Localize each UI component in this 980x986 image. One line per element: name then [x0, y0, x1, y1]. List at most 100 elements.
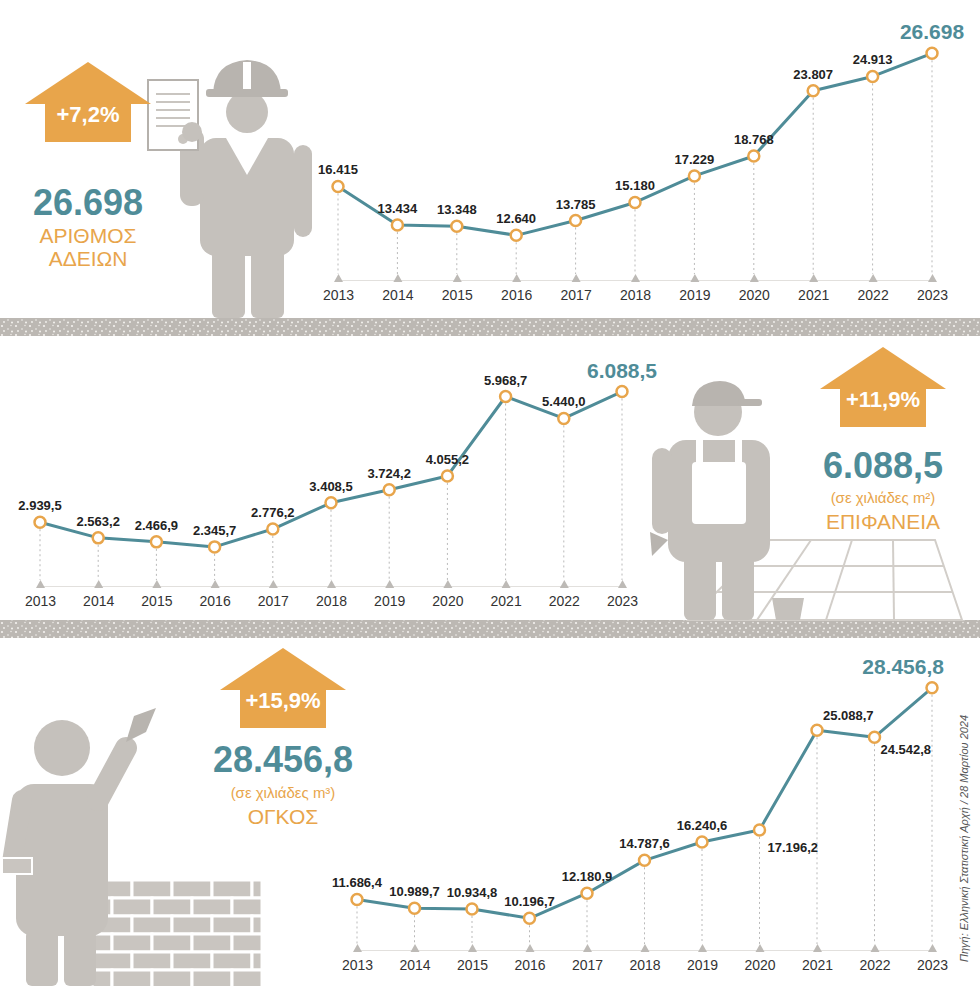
separator-speckle [0, 620, 980, 638]
x-tick-mark [869, 274, 878, 282]
x-tick-mark [809, 274, 818, 282]
icon-brick [252, 880, 262, 898]
infographic: +7,2%26.698ΑΡΙΘΜΟΣΑΔΕΙΩΝ2013201420152016… [0, 0, 980, 986]
grid-line [447, 483, 448, 580]
x-tick-mark [334, 274, 343, 282]
x-tick: 2022 [858, 274, 889, 303]
point [639, 855, 650, 866]
source: Πηγή: Ελληνική Στατιστική Αρχή / 28 Μαρτ… [958, 715, 970, 962]
x-tick: 2013 [342, 944, 373, 973]
headline-value: 28.456,8 [213, 739, 353, 780]
icon-brick [232, 970, 262, 986]
point [392, 220, 403, 231]
icon-trowel [126, 708, 156, 742]
grid-line [156, 549, 157, 580]
change-arrow [220, 648, 346, 728]
icon-brick [212, 916, 252, 934]
plot [35, 386, 628, 552]
icon-brick [192, 934, 232, 952]
icon-brick [172, 916, 212, 934]
grid-line [759, 837, 760, 944]
x-tick: 2021 [491, 580, 522, 609]
x-tick: 2015 [442, 274, 473, 303]
x-tick: 2021 [802, 944, 833, 973]
change-arrow [25, 62, 151, 142]
point [582, 888, 593, 899]
data-label-latest: 28.456,8 [862, 655, 944, 678]
x-tick: 2019 [374, 580, 405, 609]
x-tick-mark [393, 274, 402, 282]
icon-strap [735, 440, 742, 464]
data-label: 25.088,7 [823, 708, 874, 723]
grid-line [331, 510, 332, 580]
x-tick-mark [269, 580, 278, 588]
icon-brick [192, 898, 232, 916]
data-label: 4.055,2 [426, 452, 469, 467]
point [570, 215, 581, 226]
icon-brick [152, 898, 192, 916]
icon-bib [692, 462, 746, 524]
icon-document-line [156, 93, 190, 95]
data-label: 10.934,8 [447, 885, 498, 900]
point [326, 497, 337, 508]
icon-document-line [156, 117, 190, 119]
metric-title-line: ΑΔΕΙΩΝ [49, 247, 128, 270]
icon-brick [112, 970, 152, 986]
data-label: 15.180 [615, 178, 655, 193]
point [754, 824, 765, 835]
x-tick-mark [512, 274, 521, 282]
grid-line [516, 242, 517, 274]
point [93, 532, 104, 543]
x-tick-label: 2015 [457, 957, 488, 973]
grid-line [635, 209, 636, 274]
x-tick: 2017 [561, 274, 592, 303]
x-tick-mark [618, 580, 627, 588]
point [35, 517, 46, 528]
icon-brick [232, 898, 262, 916]
grid-line [932, 60, 933, 274]
x-tick-label: 2023 [917, 957, 948, 973]
x-axis: 2013201420152016201720182019202020212022… [25, 580, 638, 609]
x-tick-label: 2015 [141, 593, 172, 609]
x-tick-label: 2021 [491, 593, 522, 609]
x-tick-label: 2020 [744, 957, 775, 973]
icon-brick [172, 952, 212, 970]
x-tick-mark [152, 580, 161, 588]
x-tick: 2013 [323, 274, 354, 303]
x-tick-mark [928, 274, 937, 282]
data-label: 3.408,5 [309, 479, 352, 494]
grid-line [389, 497, 390, 580]
x-tick-label: 2014 [399, 957, 430, 973]
point [867, 71, 878, 82]
icon-helmet-stripe [243, 62, 251, 89]
icon-arm [652, 448, 672, 534]
icon-body [668, 440, 770, 562]
x-tick-mark [411, 944, 420, 952]
x-tick: 2019 [687, 944, 718, 973]
icon-brick [92, 952, 132, 970]
x-tick-label: 2015 [442, 287, 473, 303]
data-label: 3.724,2 [368, 466, 411, 481]
x-tick-label: 2022 [858, 287, 889, 303]
icon-floor-line [893, 540, 894, 620]
x-tick: 2016 [200, 580, 231, 609]
panel: +7,2%26.698ΑΡΙΘΜΟΣΑΔΕΙΩΝ2013201420152016… [25, 20, 964, 318]
x-tick-mark [641, 944, 650, 952]
data-label: 11.686,4 [332, 875, 383, 890]
point [511, 230, 522, 241]
x-tick: 2020 [432, 580, 463, 609]
data-label: 10.196,7 [504, 894, 555, 909]
grid [338, 60, 932, 274]
data-label: 5.968,7 [484, 373, 527, 388]
grid-line [505, 404, 506, 580]
grid-line [575, 228, 576, 274]
point [748, 151, 759, 162]
x-tick-mark [583, 944, 592, 952]
x-tick-label: 2013 [25, 593, 56, 609]
x-tick-label: 2014 [83, 593, 114, 609]
x-tick: 2015 [141, 580, 172, 609]
x-tick-label: 2018 [316, 593, 347, 609]
icon-arm [12, 800, 22, 862]
data-label: 13.348 [437, 202, 477, 217]
icon-brick [152, 934, 192, 952]
